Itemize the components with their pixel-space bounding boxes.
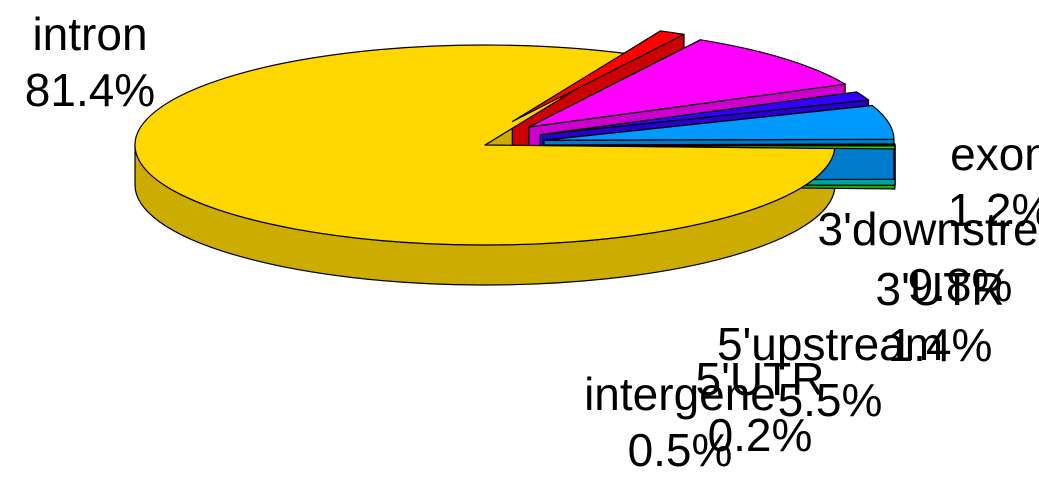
slice-label-0: intron: [32, 8, 147, 60]
slice-label-3: 3'UTR: [876, 263, 1005, 315]
slice-value-4: 5.5%: [778, 374, 883, 426]
slice-value-3: 1.4%: [888, 319, 993, 371]
slice-value-0: 81.4%: [25, 64, 155, 116]
slice-top-5'UTR: [544, 143, 896, 146]
slice-top-3'UTR: [539, 91, 870, 136]
slice-label-5: 5'UTR: [696, 353, 825, 405]
slice-top-intron: [134, 44, 836, 246]
slice-top-exon: [511, 30, 685, 123]
slice-label-1: exon: [950, 128, 1039, 180]
slice-label-2: 3'downstream: [818, 203, 1039, 255]
slice-value-2: 9.8%: [908, 259, 1013, 311]
slice-value-5: 0.2%: [708, 409, 813, 461]
slice-value-1: 1.2%: [948, 184, 1039, 236]
slice-top-3'downstream: [528, 39, 846, 128]
slice-top-5'upstream: [543, 104, 895, 141]
slice-value-6: 0.5%: [628, 424, 733, 476]
pie-tops: [134, 30, 896, 246]
slice-label-4: 5'upstream: [717, 318, 943, 370]
slice-label-6: intergene: [584, 368, 776, 420]
